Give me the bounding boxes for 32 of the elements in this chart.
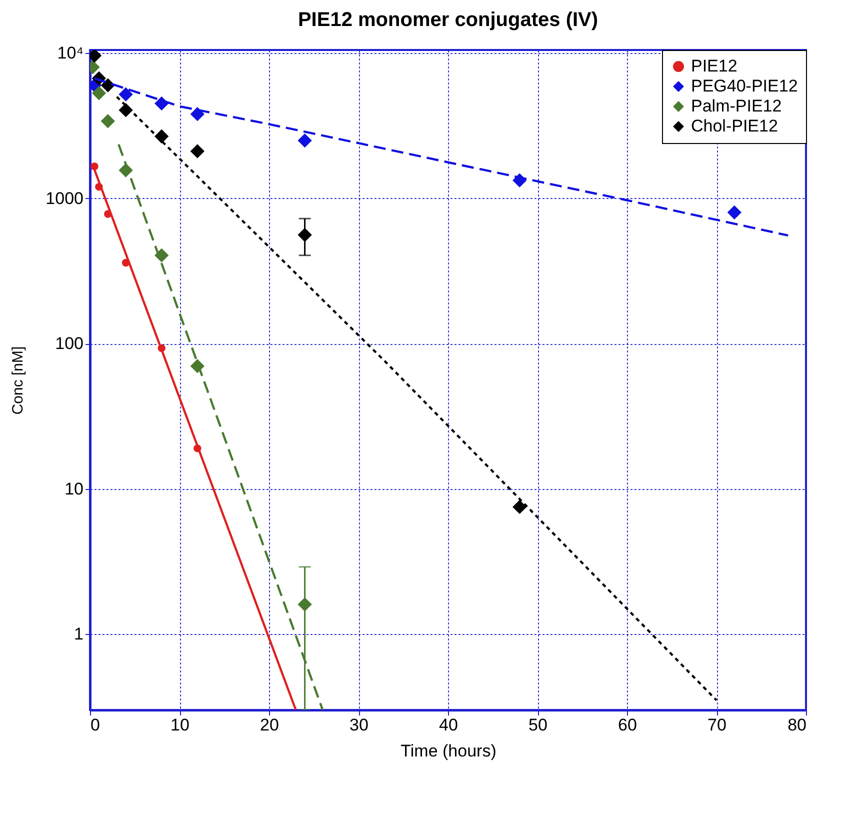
point (727, 205, 742, 220)
point (154, 129, 169, 144)
point (154, 96, 169, 111)
y-tick-label: 100 (55, 334, 84, 354)
point (100, 114, 115, 128)
x-tick-label: 0 (90, 716, 100, 734)
y-tick-label: 1 (74, 624, 84, 644)
legend-label: Palm-PIE12 (691, 96, 782, 116)
point (92, 86, 106, 100)
point (298, 133, 312, 148)
legend-label: PIE12 (691, 56, 738, 76)
chart-title: PIE12 monomer conjugates (IV) (298, 9, 598, 32)
x-tick-label: 30 (350, 716, 368, 734)
legend-label: PEG40-PIE12 (691, 76, 798, 96)
x-tick-label: 40 (439, 716, 458, 734)
y-tick-label: 1000 (46, 188, 84, 208)
x-tick-label: 10 (170, 716, 190, 734)
point (512, 500, 527, 514)
x-tick-label: 20 (260, 716, 279, 734)
point (190, 107, 204, 122)
x-axis-title: Time (hours) (400, 742, 496, 760)
x-tick-label: 50 (528, 716, 548, 734)
x-tick-label: 80 (788, 716, 806, 734)
y-tick-label: 10 (64, 479, 84, 498)
y-tick-label: 10⁴ (57, 44, 84, 63)
point (118, 87, 133, 102)
y-axis-title: Conc [nM] (10, 346, 27, 415)
point (190, 144, 204, 158)
x-tick-label: 70 (708, 716, 726, 734)
legend-label: Chol-PIE12 (691, 116, 778, 136)
x-tick-label: 60 (618, 716, 637, 734)
point (154, 248, 169, 262)
